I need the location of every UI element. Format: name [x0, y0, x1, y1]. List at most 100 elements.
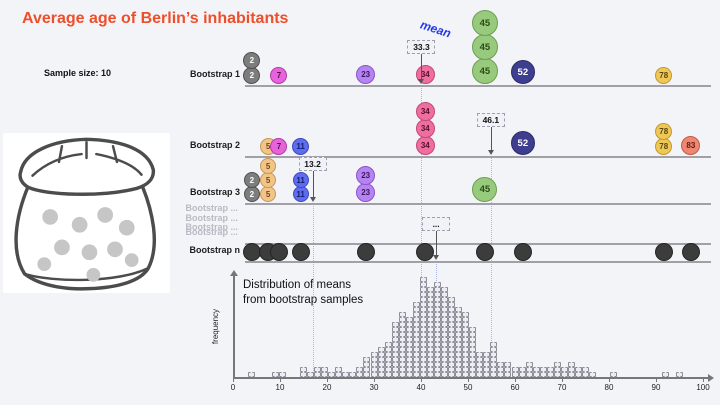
histogram-box	[553, 362, 561, 367]
histogram-box	[469, 327, 477, 332]
histogram-box	[426, 302, 434, 307]
histogram-box	[546, 367, 554, 372]
row-label-ghost: Bootstrap ...	[185, 222, 238, 232]
histogram-box	[433, 307, 441, 312]
histogram-box	[455, 362, 463, 367]
sample-circle: 78	[655, 138, 673, 155]
histogram-box	[441, 287, 448, 292]
histogram-box	[511, 372, 519, 377]
histogram-box	[349, 372, 357, 377]
mean-arrowhead-icon	[418, 79, 425, 84]
histogram-box	[448, 317, 456, 322]
histogram-box	[469, 352, 477, 357]
histogram-box	[469, 357, 477, 362]
histogram-box	[441, 357, 448, 362]
row-label-ghost: Bootstrap ...	[185, 227, 238, 237]
x-axis-tick	[609, 378, 610, 382]
histogram-box	[490, 372, 498, 377]
x-axis-tick	[703, 378, 704, 382]
histogram-box	[391, 347, 399, 352]
histogram-box	[441, 327, 448, 332]
histogram-box	[426, 332, 434, 337]
histogram-box	[419, 327, 427, 332]
histogram-box	[405, 337, 413, 342]
histogram-box	[476, 357, 484, 362]
mean-arrowhead-icon	[487, 150, 494, 155]
histogram-box	[412, 317, 420, 322]
sample-circle: 52	[510, 131, 535, 155]
histogram-box	[419, 312, 427, 317]
histogram-box	[412, 372, 420, 377]
histogram-box	[384, 347, 392, 352]
histogram-box	[384, 352, 392, 357]
histogram-box	[398, 317, 406, 322]
histogram-box	[448, 322, 456, 327]
histogram-box	[441, 302, 448, 307]
histogram-box	[490, 362, 498, 367]
mean-arrowhead-icon	[433, 255, 440, 260]
histogram-caption-line2: from bootstrap samples	[243, 294, 364, 306]
histogram-box	[419, 322, 427, 327]
histogram-box	[433, 327, 441, 332]
histogram-box	[384, 367, 392, 372]
x-axis-line	[233, 377, 708, 379]
x-axis-tick-label: 30	[369, 383, 379, 392]
histogram-box	[426, 322, 434, 327]
sample-circle: 23	[356, 166, 376, 185]
histogram-box	[483, 357, 491, 362]
histogram-box	[574, 367, 582, 372]
histogram-box	[448, 302, 456, 307]
histogram-box	[483, 352, 491, 357]
histogram-box	[391, 337, 399, 342]
histogram-box	[426, 327, 434, 332]
histogram-box	[448, 362, 456, 367]
histogram-box	[441, 372, 448, 377]
histogram-box	[419, 372, 427, 377]
histogram-box	[582, 372, 589, 377]
histogram-box	[433, 342, 441, 347]
histogram-box	[441, 332, 448, 337]
histogram-box	[419, 287, 427, 292]
row-label-ghost: Bootstrap ...	[185, 213, 238, 223]
histogram-box	[300, 367, 307, 372]
y-axis-label: frequency	[211, 308, 221, 345]
x-axis-tick-label: 80	[604, 383, 614, 392]
histogram-box	[412, 302, 420, 307]
histogram-box	[426, 357, 434, 362]
histogram-box	[448, 347, 456, 352]
histogram-box	[448, 312, 456, 317]
histogram-box	[469, 347, 477, 352]
histogram-box	[433, 317, 441, 322]
histogram-box	[483, 372, 491, 377]
histogram-box	[426, 352, 434, 357]
page-title: Average age of Berlin’s inhabitants	[22, 10, 289, 27]
sample-circle: 2	[243, 52, 261, 69]
histogram-box	[462, 357, 470, 362]
histogram-box	[476, 367, 484, 372]
histogram-box	[419, 362, 427, 367]
sample-circle: 34	[415, 136, 435, 155]
histogram-box	[497, 372, 505, 377]
mean-value-box: 13.2	[298, 157, 327, 171]
histogram-box	[504, 362, 512, 367]
x-axis-tick	[562, 378, 563, 382]
sample-circle: 7	[270, 138, 288, 155]
histogram-box	[384, 372, 392, 377]
histogram-box	[441, 367, 448, 372]
histogram-box	[455, 327, 463, 332]
histogram-box	[419, 357, 427, 362]
sample-circle-dark	[356, 243, 375, 261]
histogram-box	[405, 352, 413, 357]
histogram-box	[314, 367, 322, 372]
histogram-box	[398, 337, 406, 342]
mean-value-box: 33.3	[407, 40, 436, 54]
histogram-box	[391, 352, 399, 357]
histogram-box	[370, 352, 378, 357]
histogram-box	[426, 337, 434, 342]
histogram-box	[504, 367, 512, 372]
histogram-box	[419, 367, 427, 372]
histogram-box	[314, 372, 322, 377]
histogram-box	[546, 372, 554, 377]
histogram-box	[419, 302, 427, 307]
x-axis-tick-label: 60	[510, 383, 520, 392]
